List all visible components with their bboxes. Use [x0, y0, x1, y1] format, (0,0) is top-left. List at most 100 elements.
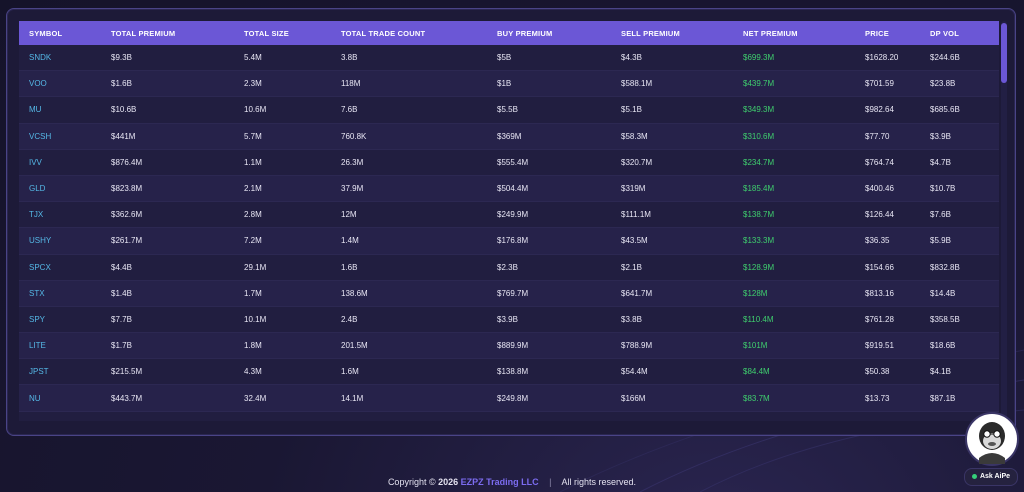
cell-dp-vol: $23.8B — [920, 70, 999, 98]
online-status-icon — [971, 473, 977, 479]
cell-symbol[interactable]: USHY — [19, 227, 101, 255]
table-row[interactable]: SPCX $4.4B 29.1M 1.6B $2.3B $2.1B $128.9M $154.… — [19, 254, 999, 281]
column-header-buy-premium[interactable]: BUY PREMIUM — [487, 21, 611, 45]
cell-sell-premium: $3.8B — [611, 306, 733, 334]
cell-total-size: 10.6M — [234, 96, 331, 124]
cell-price: $813.16 — [855, 280, 920, 307]
cell-symbol[interactable]: SNDK — [19, 45, 101, 72]
column-header-price[interactable]: PRICE — [855, 21, 920, 45]
table-container[interactable]: SYMBOL TOTAL PREMIUM TOTAL SIZE TOTAL TR… — [19, 21, 999, 421]
cell-symbol[interactable]: TJX — [19, 201, 101, 229]
gorilla-avatar-icon[interactable] — [965, 412, 1019, 466]
cell-dp-vol: $4.7B — [920, 149, 999, 176]
premium-table-panel: SYMBOL TOTAL PREMIUM TOTAL SIZE TOTAL TR… — [6, 8, 1016, 436]
ask-aipe-label: Ask AiPe — [979, 473, 1011, 480]
cell-symbol[interactable]: NU — [19, 384, 101, 412]
column-header-symbol[interactable]: SYMBOL — [19, 21, 101, 45]
cell-price: $764.74 — [855, 149, 920, 176]
cell-buy-premium: $5B — [487, 45, 611, 72]
cell-dp-vol: $244.6B — [920, 45, 999, 72]
cell-total-size: 29.1M — [234, 254, 331, 281]
cell-total-size: 2.3M — [234, 70, 331, 98]
table-row[interactable]: NU $443.7M 32.4M 14.1M $249.8M $166M $83.7M $13… — [19, 384, 999, 412]
table-row[interactable]: TJX $362.6M 2.8M 12M $249.9M $111.1M $138.7M $1… — [19, 201, 999, 229]
cell-sell-premium: $319M — [611, 175, 733, 203]
cell-total-premium: $4.4B — [101, 254, 234, 281]
table-row[interactable]: STX $1.4B 1.7M 138.6M $769.7M $641.7M $128M $81… — [19, 280, 999, 307]
cell-dp-vol: $10.7B — [920, 175, 999, 203]
cell-buy-premium: $2.3B — [487, 254, 611, 281]
column-header-net-premium[interactable]: NET PREMIUM — [733, 21, 855, 45]
cell-symbol[interactable]: VOO — [19, 70, 101, 98]
table-header-row: SYMBOL TOTAL PREMIUM TOTAL SIZE TOTAL TR… — [19, 21, 999, 45]
cell-total-trade-count: 138.6M — [331, 280, 487, 307]
cell-dp-vol: $7.6B — [920, 201, 999, 229]
cell-total-size: 1.1M — [234, 149, 331, 176]
cell-buy-premium: $3.9B — [487, 306, 611, 334]
cell-total-size: 32.4M — [234, 384, 331, 412]
cell-symbol[interactable]: GLD — [19, 175, 101, 203]
cell-total-size: 2.8M — [234, 201, 331, 229]
cell-price: $701.59 — [855, 70, 920, 98]
ask-aipe-button[interactable]: Ask AiPe — [964, 468, 1018, 486]
column-header-total-trade-count[interactable]: TOTAL TRADE COUNT — [331, 21, 487, 45]
cell-symbol[interactable]: VCSH — [19, 123, 101, 150]
cell-symbol[interactable]: GOOGL — [19, 411, 101, 421]
cell-symbol[interactable]: IVV — [19, 149, 101, 176]
cell-price: $77.70 — [855, 123, 920, 150]
table-row[interactable]: SNDK $9.3B 5.4M 3.8B $5B $4.3B $699.3M $1628.20… — [19, 45, 999, 72]
cell-price: $982.64 — [855, 96, 920, 124]
table-row[interactable]: JPST $215.5M 4.3M 1.6M $138.8M $54.4M $84.4M $5… — [19, 358, 999, 386]
cell-total-trade-count: 12M — [331, 201, 487, 229]
table-row[interactable]: IVV $876.4M 1.1M 26.3M $555.4M $320.7M $234.7M… — [19, 149, 999, 176]
cell-net-premium: $349.3M — [733, 96, 855, 124]
table-row[interactable]: MU $10.6B 10.6M 7.6B $5.5B $5.1B $349.3M $982.6… — [19, 96, 999, 124]
cell-total-size: 7.9M — [234, 411, 331, 421]
cell-symbol[interactable]: MU — [19, 96, 101, 124]
cell-net-premium: $439.7M — [733, 70, 855, 98]
cell-sell-premium: $2.1B — [611, 254, 733, 281]
cell-total-premium: $215.5M — [101, 358, 234, 386]
cell-net-premium: $699.3M — [733, 45, 855, 72]
cell-total-trade-count: 1.4M — [331, 227, 487, 255]
column-header-total-size[interactable]: TOTAL SIZE — [234, 21, 331, 45]
cell-total-trade-count: 118M — [331, 70, 487, 98]
cell-total-size: 1.8M — [234, 332, 331, 360]
cell-total-premium: $1.4B — [101, 280, 234, 307]
cell-net-premium: $83.7M — [733, 384, 855, 412]
table-row[interactable]: GOOGL$2.8B7.9M971.2M$1.4B$1.3B$79.3M$356… — [19, 411, 999, 421]
cell-dp-vol: $358.5B — [920, 306, 999, 334]
table-row[interactable]: USHY $261.7M 7.2M 1.4M $176.8M $43.5M $133.3M $… — [19, 227, 999, 255]
table-row[interactable]: GLD $823.8M 2.1M 37.9M $504.4M $319M $185.4M $4… — [19, 175, 999, 203]
cell-symbol[interactable]: SPCX — [19, 254, 101, 281]
cell-net-premium: $128M — [733, 280, 855, 307]
cell-dp-vol: $5.9B — [920, 227, 999, 255]
column-header-dp-vol[interactable]: DP VOL — [920, 21, 999, 45]
cell-total-trade-count: 971.2M — [331, 411, 487, 421]
cell-symbol[interactable]: LITE — [19, 332, 101, 360]
table-row[interactable]: VCSH $441M 5.7M 760.8K $369M $58.3M $310.6M $77… — [19, 123, 999, 150]
cell-sell-premium: $58.3M — [611, 123, 733, 150]
table-row[interactable]: LITE $1.7B 1.8M 201.5M $889.9M $788.9M $101M $9… — [19, 332, 999, 360]
ask-aipe-widget[interactable]: Ask AiPe — [964, 412, 1019, 488]
cell-symbol[interactable]: SPY — [19, 306, 101, 334]
cell-symbol[interactable]: JPST — [19, 358, 101, 386]
scrollbar-thumb[interactable] — [1001, 23, 1007, 83]
cell-buy-premium: $769.7M — [487, 280, 611, 307]
table-scrollbar[interactable] — [1001, 21, 1007, 421]
cell-sell-premium: $1.3B — [611, 411, 733, 421]
table-row[interactable]: SPY $7.7B 10.1M 2.4B $3.9B $3.8B $110.4M $761.2… — [19, 306, 999, 334]
premium-table: SYMBOL TOTAL PREMIUM TOTAL SIZE TOTAL TR… — [19, 21, 999, 421]
column-header-sell-premium[interactable]: SELL PREMIUM — [611, 21, 733, 45]
table-row[interactable]: VOO $1.6B 2.3M 118M $1B $588.1M $439.7M $701.59… — [19, 70, 999, 98]
cell-total-trade-count: 201.5M — [331, 332, 487, 360]
brand-link[interactable]: EZPZ Trading LLC — [460, 477, 539, 487]
cell-buy-premium: $369M — [487, 123, 611, 150]
cell-net-premium: $79.3M — [733, 411, 855, 421]
column-header-total-premium[interactable]: TOTAL PREMIUM — [101, 21, 234, 45]
cell-total-premium: $7.7B — [101, 306, 234, 334]
cell-buy-premium: $1.4B — [487, 411, 611, 421]
cell-buy-premium: $1B — [487, 70, 611, 98]
cell-symbol[interactable]: STX — [19, 280, 101, 307]
cell-sell-premium: $43.5M — [611, 227, 733, 255]
